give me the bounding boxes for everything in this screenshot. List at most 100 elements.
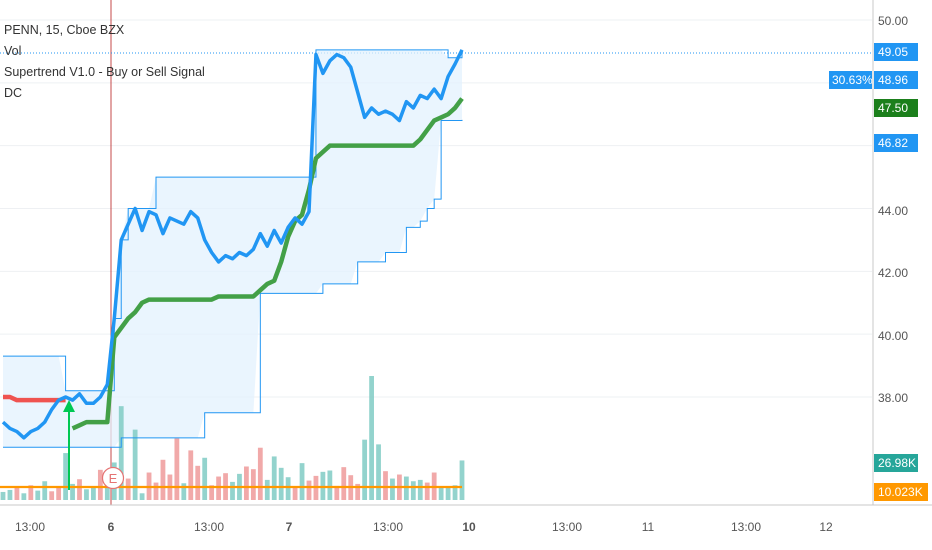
time-tick-label: 6 [108, 520, 115, 534]
volume-ma-label: 10.023K [874, 483, 928, 501]
volume-bar [216, 476, 221, 500]
donchian-channel-lines [3, 49, 463, 448]
price-line [1, 49, 464, 440]
volume-bar [35, 490, 41, 500]
volume-bar [132, 429, 138, 500]
price-label-text: 47.50 [878, 101, 908, 115]
earnings-marker[interactable]: E [101, 466, 125, 490]
volume-bar [257, 447, 263, 500]
volume-bar [181, 483, 187, 500]
volume-bar [91, 486, 96, 500]
volume-bar [424, 482, 430, 500]
volume-bar [42, 481, 48, 500]
time-tick-label: 13:00 [552, 520, 582, 534]
earnings-marker-label: E [109, 471, 118, 486]
price-tick-label: 44.00 [878, 204, 908, 218]
volume-bar [299, 463, 305, 500]
volume-bar [355, 483, 361, 500]
volume-bar [459, 460, 465, 500]
price-tick-label: 42.00 [878, 266, 908, 280]
volume-bar [341, 467, 347, 500]
price-series-line [1, 49, 464, 440]
price-label-text: 46.82 [878, 136, 908, 150]
volume-bar [195, 465, 201, 500]
volume-bar [174, 438, 180, 500]
price-label-supertrend: 47.50 [874, 99, 918, 117]
volume-bar [438, 487, 444, 500]
volume-bar [362, 439, 368, 500]
legend-vol[interactable]: Vol [4, 44, 22, 58]
legend-dc[interactable]: DC [4, 86, 23, 100]
volume-bar [334, 485, 340, 500]
volume-bar [250, 469, 256, 500]
volume-bar [153, 482, 159, 500]
volume-bar [63, 453, 68, 500]
volume-bar [104, 477, 110, 500]
volume-label: 26.98K [874, 454, 918, 472]
volume-bar [14, 487, 20, 500]
time-axis[interactable]: 13:00 6 13:00 7 13:00 10 13:00 11 13:00 … [15, 520, 833, 534]
volume-bar [202, 457, 208, 500]
time-tick-label: 12 [819, 520, 833, 534]
price-label-low: 46.82 [874, 134, 918, 152]
volume-bar [28, 485, 34, 500]
price-label-text: 48.96 [878, 73, 908, 87]
volume-bar [327, 470, 333, 500]
time-tick-label: 10 [462, 520, 476, 534]
volume-bar [160, 459, 166, 500]
volume-bar [125, 478, 131, 500]
volume-bar [417, 479, 423, 500]
volume-bar [452, 485, 458, 500]
volume-bar [97, 469, 103, 500]
volume-bar [292, 486, 298, 500]
percent-badge: 30.63% [829, 71, 873, 89]
chart-legend: PENN, 15, Cboe BZX Vol Supertrend V1.0 -… [4, 20, 205, 104]
donchian-fill-area [3, 49, 462, 448]
price-label-last: 49.05 [874, 43, 918, 61]
volume-bar [390, 478, 395, 500]
supertrend-line [3, 97, 464, 431]
donchian-upper-line [3, 49, 463, 392]
price-tick-label: 40.00 [878, 329, 908, 343]
time-tick-label: 11 [642, 520, 655, 534]
legend-supertrend[interactable]: Supertrend V1.0 - Buy or Sell Signal [4, 65, 205, 79]
price-tick-label: 38.00 [878, 391, 908, 405]
volume-bar [244, 466, 249, 500]
volume-bar [306, 480, 312, 500]
price-axis[interactable]: 50.00 44.00 42.00 40.00 38.00 [878, 14, 908, 405]
volume-bar [369, 376, 374, 500]
volume-bar [445, 486, 451, 500]
percent-badge-text: 30.63% [832, 73, 873, 87]
volume-bar [139, 493, 145, 500]
volume-bar [7, 489, 13, 500]
volume-bar [285, 477, 291, 500]
volume-bar [410, 481, 416, 500]
supertrend-up-segment [71, 97, 464, 431]
time-tick-label: 13:00 [15, 520, 45, 534]
volume-bar [209, 485, 215, 500]
buy-signal-arrow [63, 400, 75, 490]
donchian-channel-fill [3, 49, 462, 448]
legend-symbol[interactable]: PENN, 15, Cboe BZX [4, 23, 125, 37]
volume-bar [56, 487, 62, 500]
price-label-high: 48.96 [874, 71, 918, 89]
volume-bar [118, 406, 124, 500]
volume-bar [403, 476, 409, 500]
volume-bar [376, 444, 381, 500]
volume-bar [77, 479, 82, 500]
volume-bar [21, 493, 27, 500]
volume-bar [84, 489, 89, 500]
time-tick-label: 13:00 [373, 520, 403, 534]
volume-bar [70, 483, 75, 500]
volume-bar [188, 450, 194, 500]
volume-bar [49, 491, 55, 500]
volume-bar [264, 479, 270, 500]
volume-bar [383, 471, 388, 500]
price-label-text: 49.05 [878, 45, 908, 59]
price-label-text: 26.98K [878, 456, 916, 470]
volume-bar [278, 467, 284, 500]
volume-bar [230, 481, 235, 500]
donchian-lower-line [3, 119, 463, 448]
volume-bar [271, 456, 277, 500]
